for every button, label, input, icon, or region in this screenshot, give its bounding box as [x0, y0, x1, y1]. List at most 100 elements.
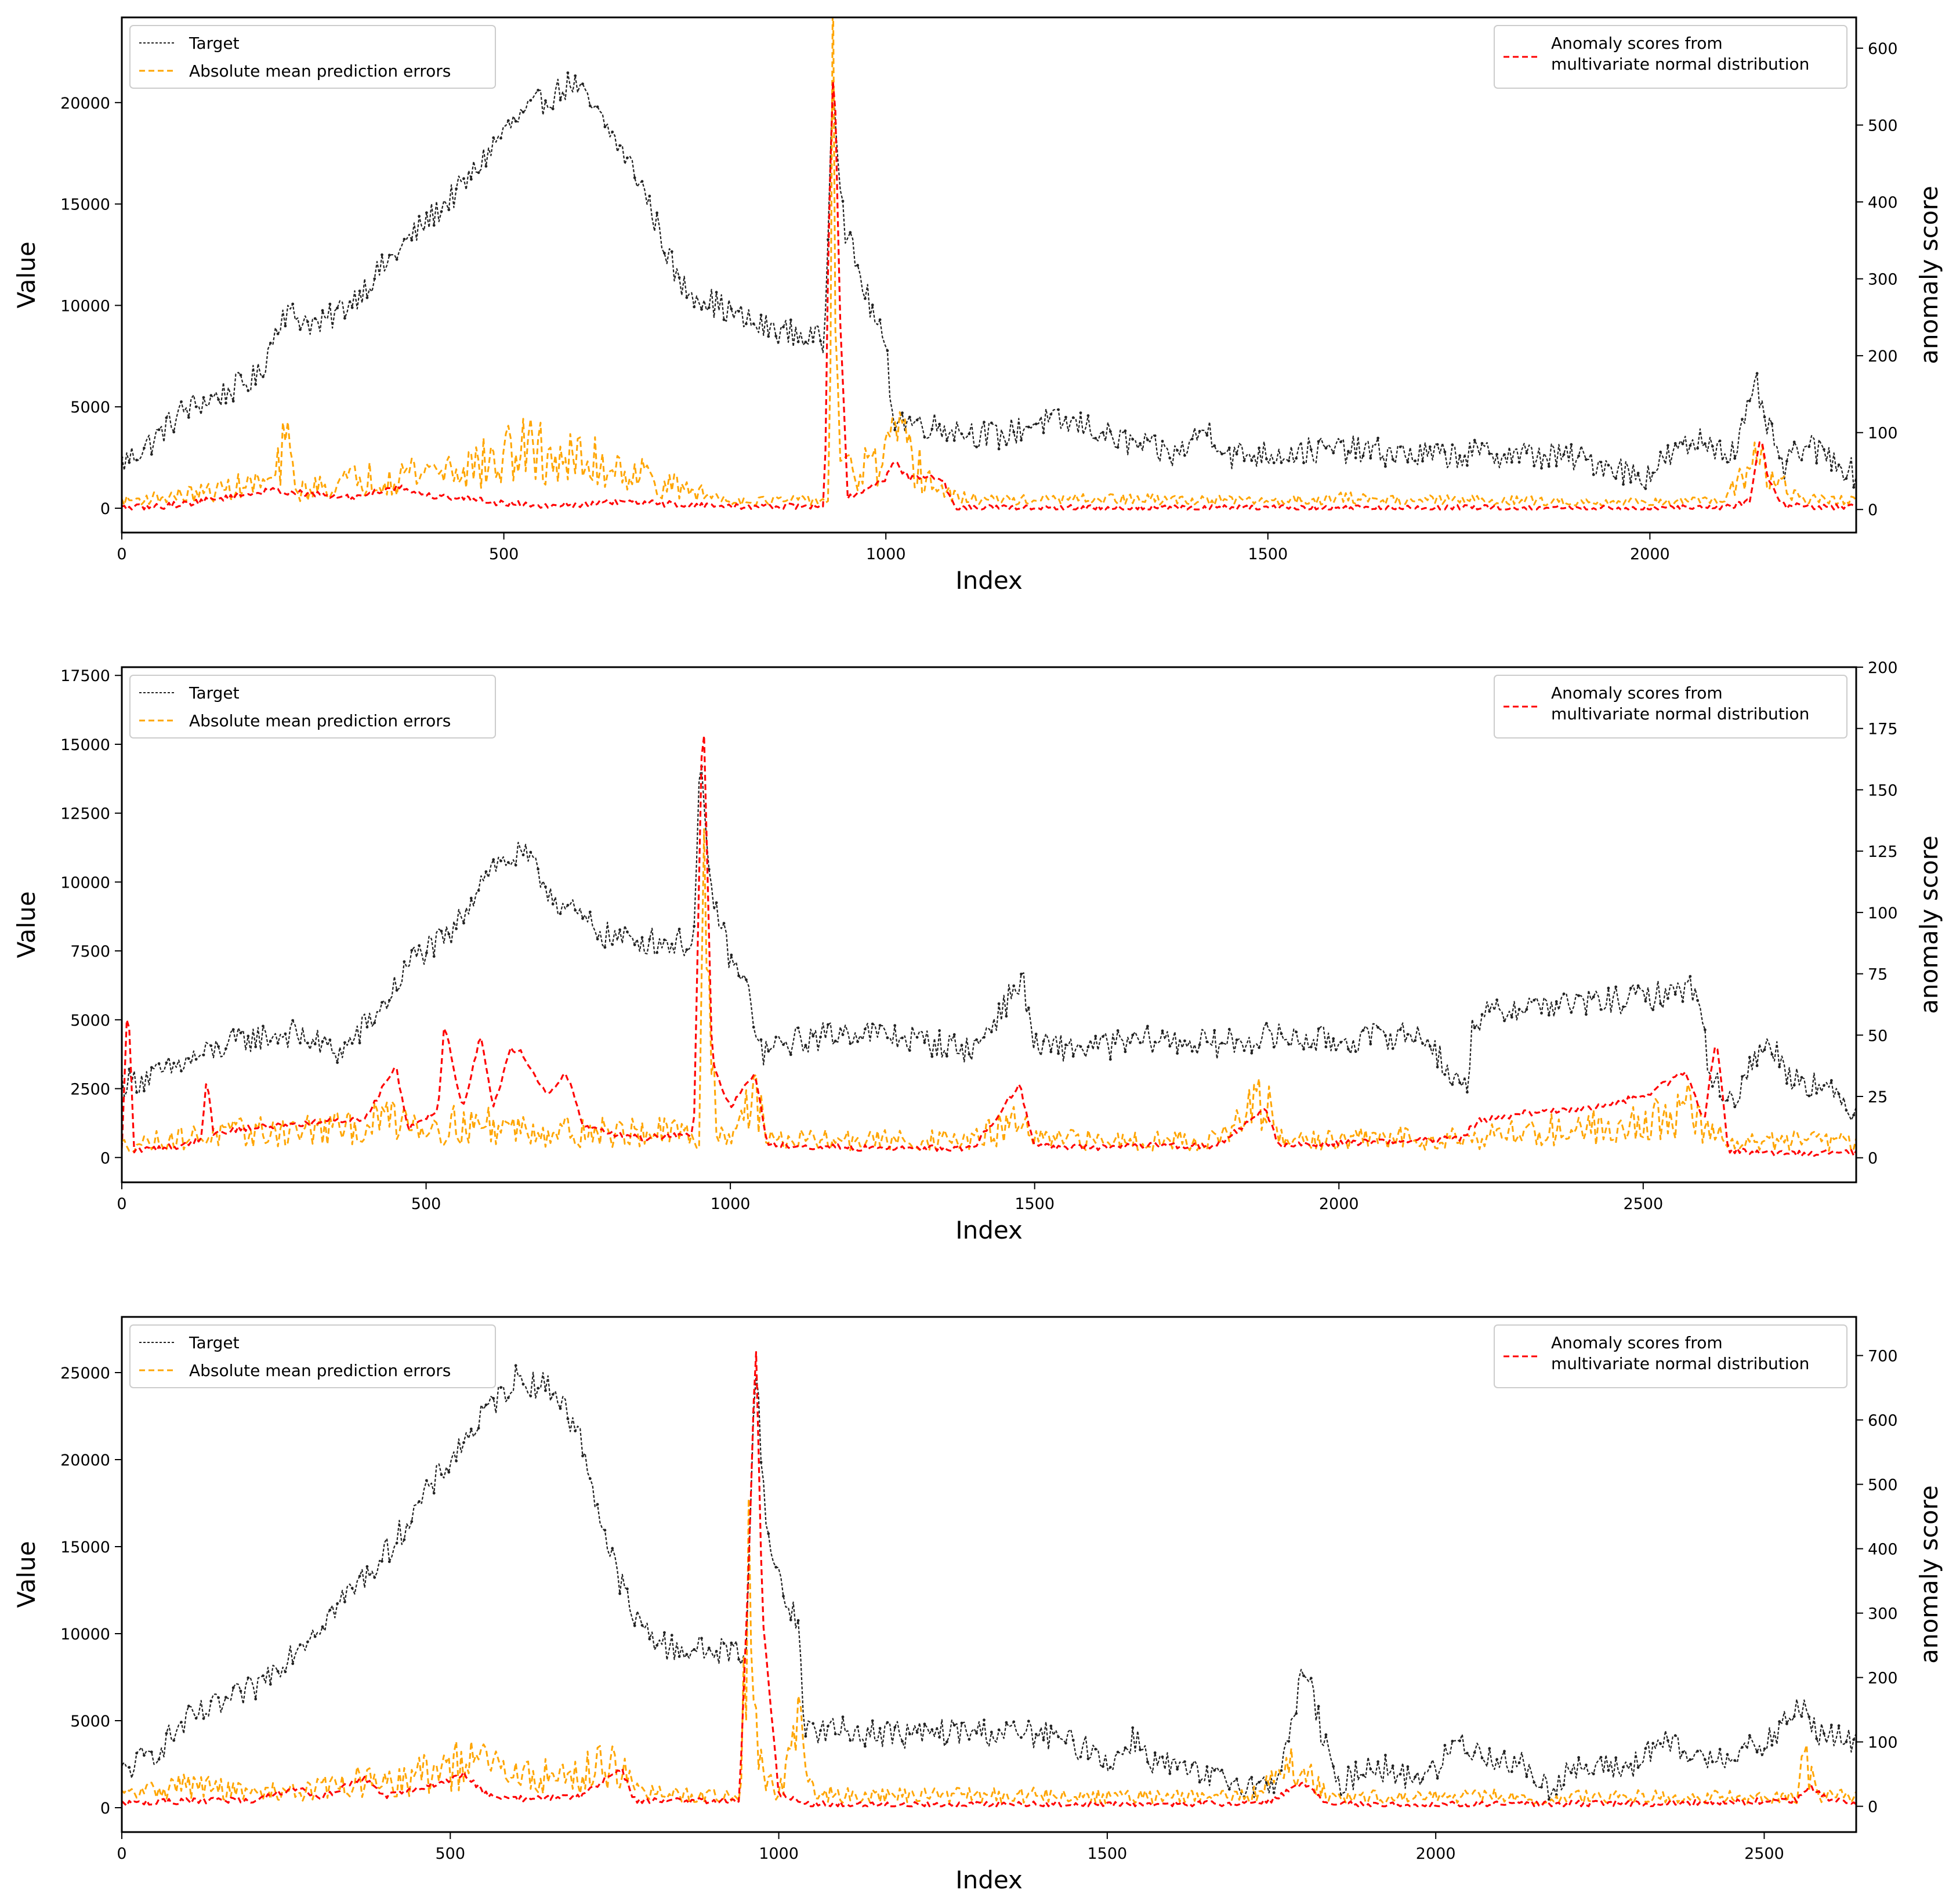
- target-marker: [447, 932, 451, 936]
- target-marker: [1599, 1755, 1603, 1759]
- legend-right: Anomaly scores from multivariate normal …: [1494, 25, 1847, 89]
- target-marker: [893, 1726, 897, 1729]
- target-marker: [1309, 1045, 1313, 1049]
- series-target-line: [122, 72, 1856, 490]
- target-marker: [231, 400, 235, 403]
- target-marker: [886, 1036, 889, 1040]
- target-marker: [1190, 1763, 1194, 1767]
- plot-frame: [121, 1316, 1857, 1833]
- target-marker: [908, 1049, 911, 1052]
- target-marker: [1733, 1105, 1737, 1109]
- target-marker: [827, 1023, 829, 1026]
- target-marker: [1242, 459, 1246, 462]
- target-marker: [1094, 1034, 1097, 1038]
- target-marker: [1622, 1765, 1625, 1769]
- target-marker: [1629, 1762, 1632, 1766]
- target-marker: [1027, 1720, 1030, 1723]
- target-marker: [1391, 1764, 1394, 1768]
- target-marker: [358, 289, 361, 292]
- target-marker: [1748, 399, 1751, 403]
- target-marker: [930, 1728, 934, 1731]
- target-marker: [328, 302, 332, 306]
- target-marker: [1451, 443, 1454, 447]
- y-axis-label: Value: [12, 1541, 41, 1608]
- target-marker: [1414, 1039, 1417, 1042]
- series-layer: [122, 17, 1856, 511]
- y2-axis-label: anomaly score: [1915, 1485, 1943, 1663]
- target-marker: [856, 263, 859, 267]
- target-marker: [247, 1034, 250, 1038]
- target-marker: [841, 1715, 845, 1718]
- target-marker: [1235, 1038, 1238, 1041]
- target-marker: [707, 306, 711, 309]
- target-marker: [1629, 987, 1632, 990]
- series-errors-line: [122, 828, 1856, 1153]
- target-marker: [1131, 1726, 1135, 1729]
- target-marker: [878, 1726, 882, 1730]
- target-marker: [1785, 1082, 1788, 1085]
- target-marker: [1577, 1756, 1581, 1759]
- target-marker: [1845, 1740, 1848, 1743]
- target-marker: [1837, 463, 1841, 466]
- panel-3: 0 500 1000 1500 2000 2500 0500010000150002000…: [12, 1316, 1943, 1894]
- target-marker: [1689, 975, 1692, 978]
- target-marker: [1324, 447, 1328, 450]
- target-marker: [1198, 1043, 1201, 1047]
- target-marker: [1220, 1041, 1223, 1045]
- target-marker: [143, 1754, 146, 1757]
- target-marker: [1495, 998, 1499, 1001]
- target-marker: [1562, 1783, 1566, 1786]
- series-target-line: [122, 766, 1856, 1121]
- target-marker: [410, 949, 414, 952]
- y-tick-label: 5000: [70, 399, 110, 417]
- target-marker: [1042, 1040, 1045, 1043]
- target-marker: [1607, 464, 1610, 467]
- target-marker: [299, 1643, 302, 1646]
- target-marker: [1689, 444, 1692, 447]
- x-tick-label: 500: [436, 1845, 466, 1863]
- y-tick-label: 10000: [60, 874, 110, 892]
- y2-tick-label: 600: [1868, 40, 1898, 58]
- target-marker: [1287, 1740, 1291, 1743]
- target-marker: [581, 917, 584, 920]
- target-marker: [737, 1657, 740, 1661]
- y2-tick-label: 0: [1868, 501, 1878, 519]
- target-marker: [1533, 998, 1536, 1002]
- target-marker: [506, 861, 510, 864]
- target-marker: [886, 349, 889, 352]
- target-marker: [1614, 1756, 1618, 1760]
- target-marker: [1406, 461, 1410, 464]
- target-marker: [1071, 1739, 1075, 1742]
- target-marker: [365, 1026, 369, 1029]
- target-marker: [737, 974, 740, 978]
- target-marker: [997, 447, 1001, 451]
- y2-tick-label: 300: [1868, 1605, 1898, 1623]
- legend-errors-label: Absolute mean prediction errors: [189, 711, 451, 730]
- target-marker: [447, 208, 451, 211]
- target-marker: [492, 1397, 495, 1400]
- target-marker: [648, 1637, 651, 1641]
- target-marker: [1287, 1043, 1291, 1046]
- target-marker: [588, 1477, 592, 1481]
- target-marker: [135, 1091, 138, 1094]
- target-marker: [432, 224, 436, 227]
- target-marker: [1391, 458, 1394, 461]
- panel-2: 0 500 1000 1500 2000 2500 0250050007500100001…: [12, 659, 1943, 1244]
- target-marker: [1295, 457, 1298, 460]
- target-marker: [1733, 457, 1737, 460]
- target-marker: [1451, 1739, 1454, 1743]
- legend-target-label: Target: [189, 1333, 240, 1352]
- target-marker: [960, 432, 963, 436]
- target-marker: [135, 1751, 138, 1755]
- target-marker: [484, 1403, 488, 1406]
- target-marker: [886, 1721, 889, 1724]
- target-marker: [1681, 1750, 1684, 1754]
- target-marker: [336, 1061, 339, 1064]
- target-marker: [1347, 1765, 1350, 1769]
- target-marker: [1295, 1712, 1298, 1715]
- target-marker: [693, 925, 696, 928]
- target-marker: [834, 1040, 837, 1043]
- series-errors-line: [122, 1497, 1856, 1805]
- target-marker: [1376, 1026, 1380, 1029]
- target-marker: [960, 1044, 963, 1047]
